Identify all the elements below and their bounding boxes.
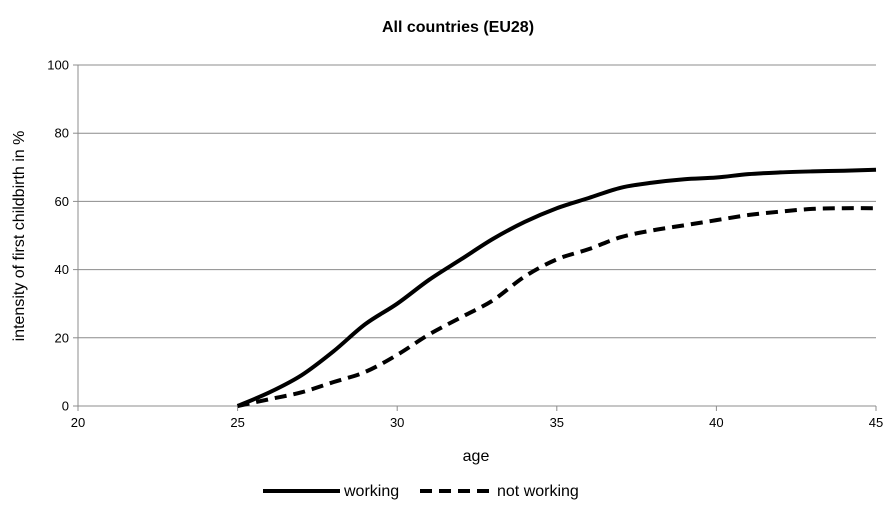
y-tick-label-20: 20: [55, 330, 69, 345]
x-tick-label-25: 25: [230, 415, 244, 430]
x-tick-label-40: 40: [709, 415, 723, 430]
x-tick-label-45: 45: [869, 415, 883, 430]
y-tick-label-40: 40: [55, 262, 69, 277]
gridlines: [78, 64, 876, 339]
y-tick-label-60: 60: [55, 194, 69, 209]
y-tick-label-80: 80: [55, 126, 69, 141]
x-axis-label: age: [463, 448, 490, 465]
legend: working not working: [263, 483, 579, 500]
chart-title: All countries (EU28): [382, 19, 534, 36]
axes: [73, 64, 877, 411]
legend-label-not-working: not working: [497, 483, 579, 500]
y-axis-label: intensity of first childbirth in %: [11, 131, 28, 342]
y-tick-label-100: 100: [47, 58, 69, 73]
x-tick-label-20: 20: [71, 415, 85, 430]
series-lines: [236, 167, 877, 408]
legend-label-working: working: [343, 483, 399, 500]
x-tick-label-30: 30: [390, 415, 404, 430]
y-tick-label-0: 0: [62, 399, 69, 414]
x-tick-label-35: 35: [550, 415, 564, 430]
series-line-not-working: [237, 206, 877, 408]
series-line-working: [236, 167, 877, 408]
